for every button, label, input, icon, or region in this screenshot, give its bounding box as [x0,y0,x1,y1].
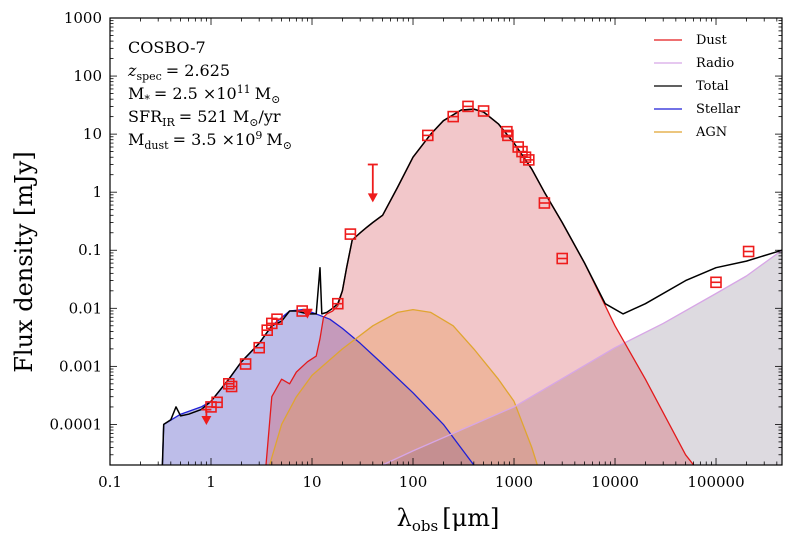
legend-label: AGN [695,125,727,140]
observation-point [742,245,755,258]
observation-point [538,197,551,209]
area-stellar [162,309,474,465]
y-axis-title: Flux density [mJy] [10,151,38,372]
y-tick-label: 0.1 [78,241,102,259]
observation-point [522,154,535,166]
dust-mass-label: Mdust = 3.5 ×109 M⊙ [128,129,292,152]
legend-label: Dust [696,33,727,48]
x-axis-title: λobs [μm] [397,504,500,535]
area-dust [266,109,694,465]
info-box: COSBO-7 zspec = 2.625 M* = 2.5 ×1011 M⊙ SFR… [127,38,292,152]
y-tick-label: 0.001 [59,357,102,375]
legend: Dust Radio Total Stellar AGN [654,33,741,140]
observation-point [253,341,265,354]
area-radio [382,250,782,465]
x-axis-sub: obs [412,517,438,535]
x-tick-label: 0.1 [98,473,122,491]
plot-frame [109,17,783,466]
legend-label: Radio [696,56,734,71]
observation-point [462,100,474,113]
y-tick-label: 100 [73,67,102,85]
tick-labels: 0.1 1 10 100 1000 10000 100000 0.0001 0.001 0.01 0… [50,9,745,491]
x-tick-label: 100000 [687,473,744,491]
x-tick-label: 1000 [495,473,533,491]
observation-point [344,228,357,240]
x-axis-lambda: λ [397,504,412,532]
upper-limit-arrow [367,163,378,203]
line-agn [268,308,538,465]
y-tick-label: 1000 [64,9,102,27]
y-tick-label: 10 [83,125,102,143]
line-radio [382,249,782,465]
upper-limit-arrow [302,308,313,319]
legend-item-dust: Dust [654,33,727,48]
observation-point [502,129,514,142]
x-tick-label: 100 [399,473,428,491]
observation-point [331,297,344,310]
upper-limit-arrow [201,408,212,425]
stellar-mass-label: M* = 2.5 ×1011 M⊙ [128,83,280,106]
x-tick-label: 10000 [591,473,639,491]
observation-point [519,151,532,163]
x-tick-label: 10 [302,473,321,491]
observation-point [710,276,722,289]
observation-point [211,396,223,409]
legend-item-total: Total [654,79,729,94]
legend-item-stellar: Stellar [654,102,741,117]
legend-item-radio: Radio [654,56,734,71]
observations [201,100,755,425]
observation-point [556,252,569,265]
x-axis-unit: [μm] [442,504,499,532]
y-tick-label: 1 [92,183,102,201]
observation-point [271,313,283,326]
y-tick-label: 0.01 [69,299,102,317]
x-tick-label: 1 [206,473,216,491]
legend-item-agn: AGN [654,125,727,140]
observation-point [477,105,490,117]
legend-label: Stellar [696,102,741,117]
observation-point [447,110,460,123]
observation-point [239,358,252,370]
source-name: COSBO-7 [128,38,206,57]
redshift-label: zspec = 2.625 [127,61,230,83]
observation-point [223,377,235,390]
observation-point [225,380,238,393]
observation-point [421,129,434,142]
sfr-label: SFRIR = 521 M⊙/yr [128,107,281,129]
series-fills [162,109,782,465]
legend-label: Total [696,79,729,94]
y-tick-label: 0.0001 [50,415,103,433]
